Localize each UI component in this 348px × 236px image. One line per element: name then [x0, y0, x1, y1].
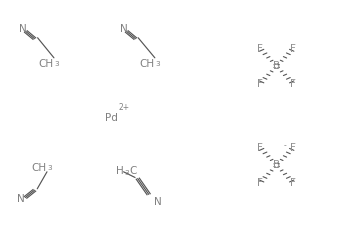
Text: N: N: [19, 25, 26, 34]
Text: N: N: [17, 194, 25, 204]
Text: Pd: Pd: [105, 113, 118, 123]
Text: F: F: [291, 79, 296, 89]
Text: F: F: [291, 143, 296, 153]
Text: $_3$C: $_3$C: [124, 164, 137, 178]
Text: F: F: [257, 43, 263, 54]
Text: -: -: [284, 141, 286, 150]
Text: $_3$: $_3$: [47, 163, 53, 173]
Text: CH: CH: [140, 59, 155, 69]
Text: N: N: [155, 197, 162, 207]
Text: F: F: [291, 43, 296, 54]
Text: $_3$: $_3$: [155, 59, 161, 69]
Text: F: F: [257, 178, 263, 188]
Text: CH: CH: [39, 59, 54, 69]
Text: F: F: [291, 178, 296, 188]
Text: CH: CH: [32, 163, 47, 173]
Text: H: H: [116, 166, 124, 176]
Text: B: B: [273, 61, 280, 71]
Text: 2+: 2+: [118, 103, 129, 112]
Text: F: F: [257, 79, 263, 89]
Text: N: N: [120, 25, 127, 34]
Text: F: F: [257, 143, 263, 153]
Text: $_3$: $_3$: [54, 59, 60, 69]
Text: B: B: [273, 160, 280, 170]
